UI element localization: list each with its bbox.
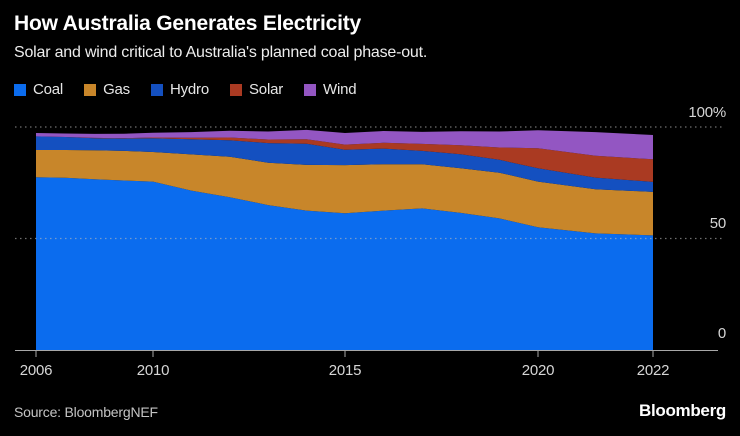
- x-tick-2006: 2006: [20, 362, 53, 379]
- legend-swatch-icon: [230, 83, 242, 96]
- x-tick-2022: 2022: [637, 362, 670, 379]
- y-tick-100: 100%: [688, 104, 726, 121]
- area-solar: [36, 136, 653, 182]
- chart-title: How Australia Generates Electricity: [14, 12, 362, 35]
- legend-label: Coal: [33, 81, 64, 98]
- source-note: Source: BloombergNEF: [14, 404, 158, 420]
- chart-subtitle: Solar and wind critical to Australia's p…: [14, 44, 428, 61]
- legend-item-coal: Coal: [14, 81, 63, 98]
- y-axis-labels: 100% 50 0: [688, 104, 726, 342]
- x-axis-labels: 2006 2010 2015 2020 2022: [20, 362, 670, 379]
- area-hydro: [36, 136, 653, 192]
- legend-swatch-icon: [14, 83, 26, 96]
- x-tick-2020: 2020: [522, 362, 555, 379]
- legend-label: Solar: [249, 81, 284, 98]
- legend-item-solar: Solar: [230, 81, 283, 98]
- bloomberg-logo: Bloomberg: [638, 401, 726, 420]
- legend-label: Gas: [103, 81, 130, 98]
- area-coal: [36, 177, 653, 350]
- x-tick-2015: 2015: [329, 362, 362, 379]
- y-tick-50: 50: [710, 215, 726, 232]
- x-tick-2010: 2010: [137, 362, 170, 379]
- legend-label: Wind: [323, 81, 357, 98]
- legend-swatch-icon: [150, 83, 163, 96]
- chart-areas: [36, 129, 653, 350]
- legend-swatch-icon: [84, 83, 97, 96]
- x-axis-ticks: [35, 351, 654, 357]
- legend-item-hydro: Hydro: [150, 81, 209, 98]
- legend-swatch-icon: [304, 83, 317, 96]
- area-wind: [36, 129, 653, 160]
- legend: Coal Gas Hydro Solar Wind: [14, 81, 357, 98]
- legend-item-wind: Wind: [304, 81, 357, 98]
- y-tick-0: 0: [718, 325, 726, 342]
- area-gas: [36, 150, 653, 236]
- gridlines: [15, 126, 724, 357]
- legend-label: Hydro: [169, 81, 209, 98]
- legend-item-gas: Gas: [84, 81, 130, 98]
